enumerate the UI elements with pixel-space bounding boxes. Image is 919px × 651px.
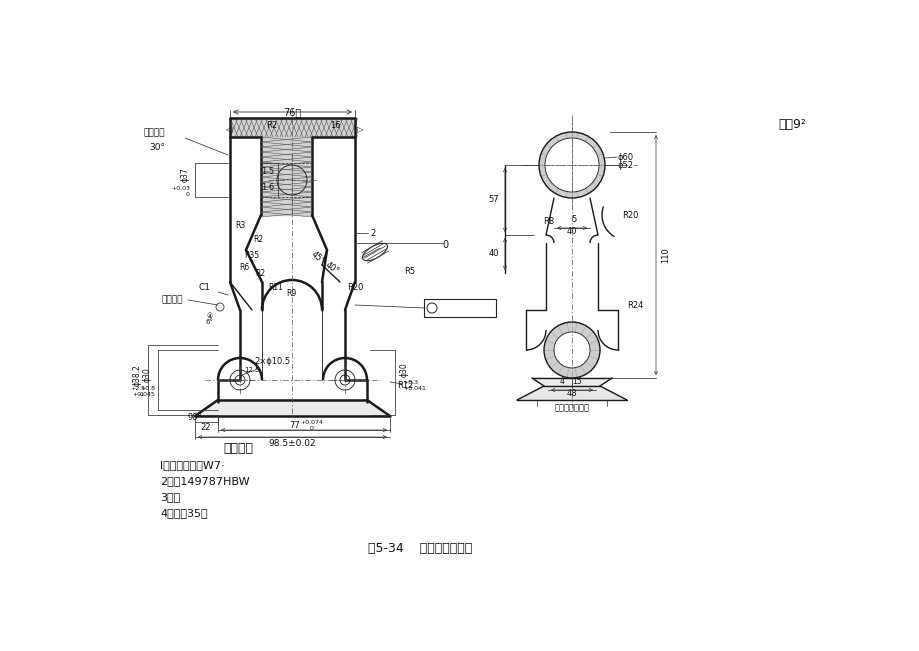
Text: 45°: 45° (309, 250, 326, 266)
Text: ϕ30: ϕ30 (142, 368, 152, 382)
Text: 0: 0 (310, 426, 313, 430)
Text: 技术要求: 技术要求 (222, 441, 253, 454)
Text: 6°: 6° (206, 319, 214, 325)
Text: 1.6: 1.6 (261, 184, 275, 193)
Polygon shape (195, 400, 390, 416)
Text: R12: R12 (396, 380, 413, 389)
Text: -1: -1 (139, 391, 145, 396)
Text: R2: R2 (253, 236, 263, 245)
Text: ϕ30: ϕ30 (400, 363, 409, 378)
Text: 12.5: 12.5 (244, 367, 259, 373)
Text: R2: R2 (267, 120, 278, 130)
Text: +0.074: +0.074 (301, 419, 323, 424)
Text: +0.8: +0.8 (140, 385, 154, 391)
FancyBboxPatch shape (424, 299, 495, 317)
Text: 40: 40 (566, 227, 576, 236)
Text: ϕ60: ϕ60 (618, 152, 633, 161)
Text: 16: 16 (329, 120, 340, 130)
Text: ϕ37: ϕ37 (181, 167, 190, 182)
Text: 4材料，35新: 4材料，35新 (160, 508, 208, 518)
Text: 4: 4 (559, 378, 564, 387)
Text: l的造起樟料度W7·: l的造起樟料度W7· (160, 460, 224, 470)
Text: ϕ38.2: ϕ38.2 (133, 364, 142, 386)
Text: A: A (476, 303, 482, 312)
Text: 110: 110 (660, 247, 669, 263)
Text: 其余9²: 其余9² (777, 118, 805, 132)
Text: 0: 0 (186, 191, 190, 197)
Text: 5: 5 (571, 215, 576, 225)
Text: R24: R24 (626, 301, 642, 309)
Text: ◁: ◁ (224, 126, 231, 135)
Text: 57: 57 (488, 195, 498, 204)
Text: 40: 40 (488, 249, 498, 258)
Text: 3涂渣: 3涂渣 (160, 492, 180, 502)
Text: 15: 15 (572, 378, 581, 387)
Text: R35: R35 (244, 251, 259, 260)
Text: R8: R8 (543, 217, 554, 227)
Text: 两端相同: 两端相同 (162, 296, 183, 305)
Text: R11: R11 (268, 283, 283, 292)
Text: R20: R20 (621, 210, 638, 219)
Text: 两端相同: 两端相同 (143, 128, 165, 137)
Wedge shape (543, 322, 599, 378)
Text: 90°: 90° (187, 413, 202, 422)
Text: ϕ52: ϕ52 (618, 161, 633, 169)
Text: +2.5: +2.5 (130, 385, 145, 391)
Text: ϕ0.01: ϕ0.01 (440, 303, 464, 312)
Text: 76宽: 76宽 (283, 107, 301, 117)
Text: 所示表面应平整: 所示表面应平整 (554, 404, 589, 413)
Text: ▷: ▷ (357, 126, 363, 135)
Text: R3: R3 (235, 221, 245, 230)
Text: R6: R6 (239, 264, 249, 273)
Polygon shape (531, 378, 611, 386)
Text: R9: R9 (286, 290, 296, 299)
Text: 2硬度149787HBW: 2硬度149787HBW (160, 476, 249, 486)
Text: 2: 2 (369, 229, 375, 238)
Text: 30°: 30° (149, 143, 165, 152)
Polygon shape (516, 386, 627, 400)
Text: +0.03: +0.03 (171, 186, 190, 191)
Text: 48: 48 (566, 389, 577, 398)
Text: 77: 77 (289, 421, 300, 430)
Text: 2×ϕ10.5: 2×ϕ10.5 (254, 357, 289, 367)
Text: C1: C1 (199, 283, 210, 292)
Text: +0.3: +0.3 (403, 380, 417, 385)
Text: 1.5: 1.5 (261, 167, 274, 176)
Wedge shape (539, 132, 605, 198)
Text: R5: R5 (404, 268, 415, 277)
Text: 22: 22 (200, 424, 211, 432)
Text: R2: R2 (255, 270, 265, 279)
Text: 0: 0 (441, 240, 448, 250)
Text: 98.5±0.02: 98.5±0.02 (268, 439, 315, 447)
Text: +0.045: +0.045 (132, 391, 154, 396)
Text: 图5-34    后钢板弹簧吊耳: 图5-34 后钢板弹簧吊耳 (368, 542, 471, 555)
Text: +0.041: +0.041 (403, 387, 425, 391)
Text: ④: ④ (207, 313, 213, 319)
Text: 40°: 40° (323, 260, 340, 276)
Polygon shape (230, 118, 355, 215)
Text: R20: R20 (346, 283, 363, 292)
